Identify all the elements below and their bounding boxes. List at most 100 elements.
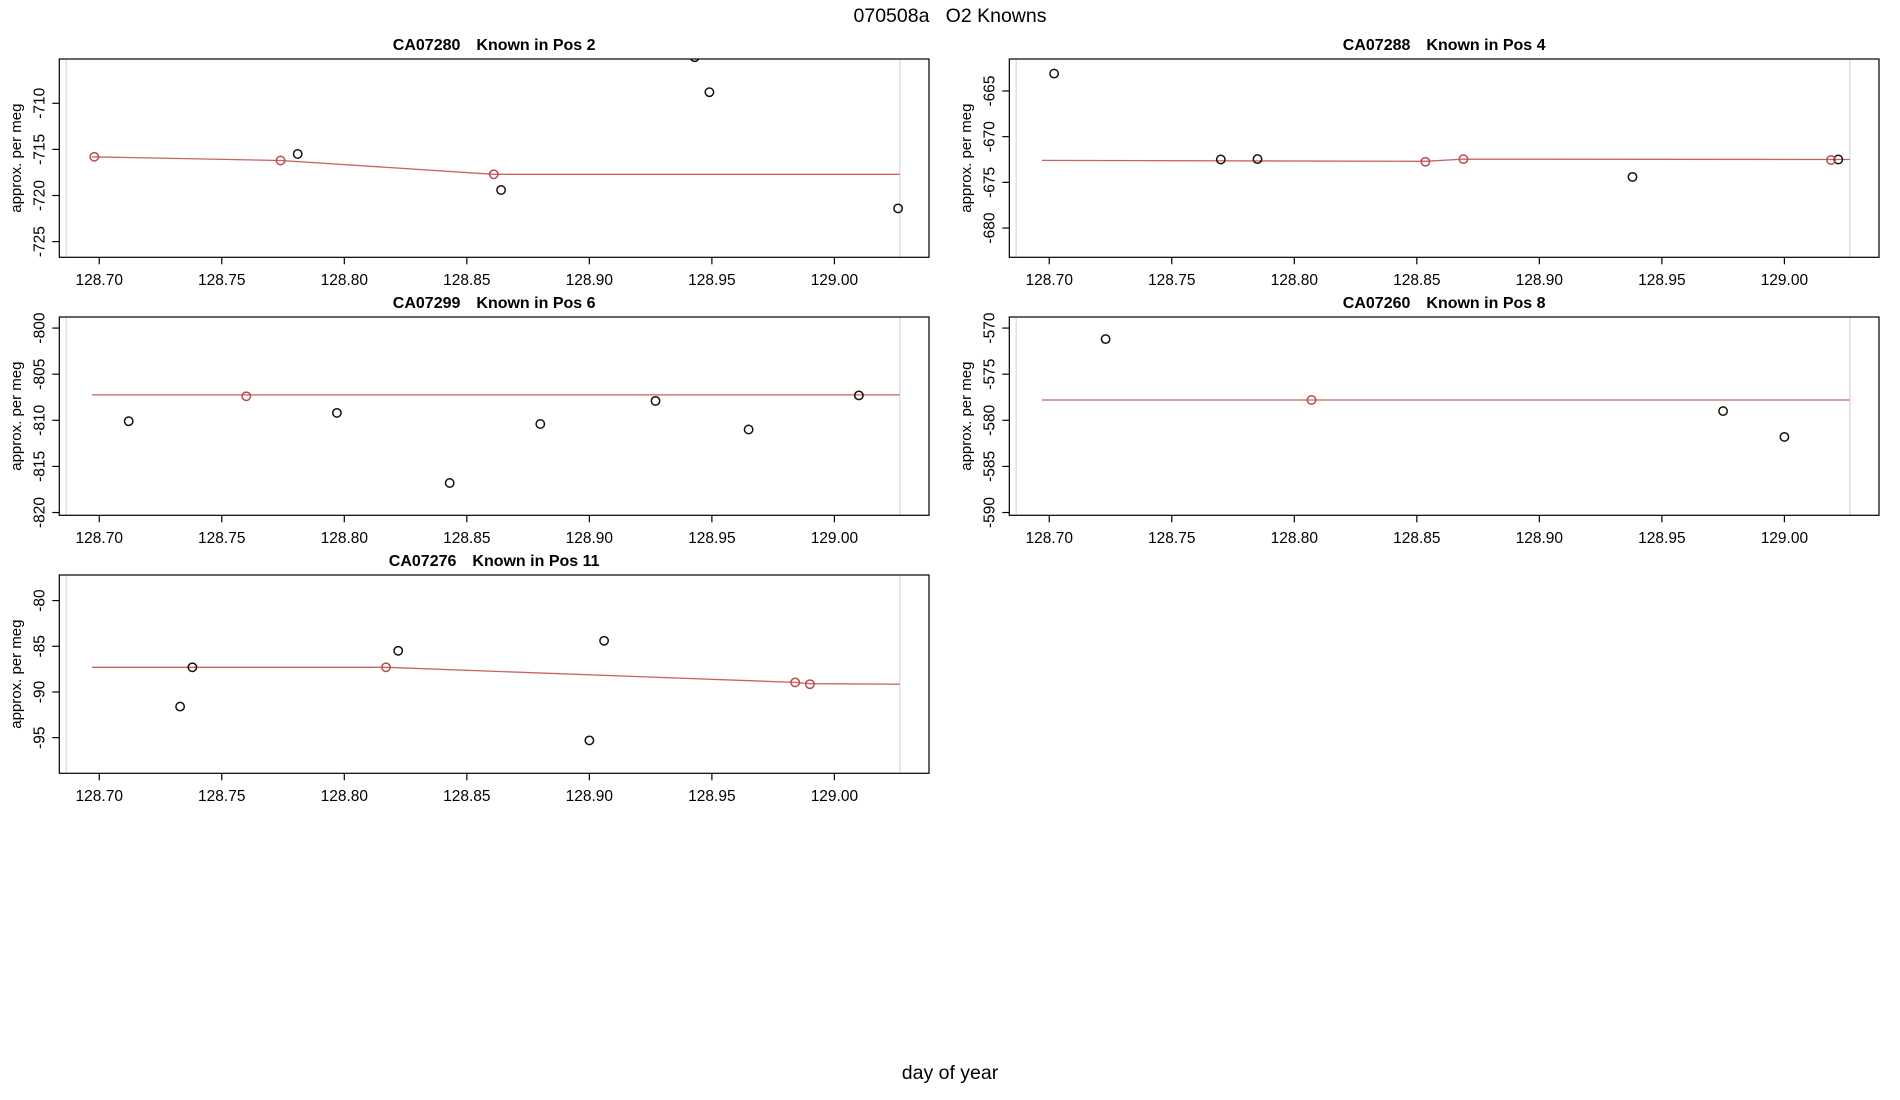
x-tick-label: 128.70 [1026, 272, 1074, 289]
x-tick-label: 128.70 [76, 788, 124, 805]
y-tick-label: -675 [981, 167, 998, 198]
plot-content [1041, 68, 1850, 182]
fit-line [1041, 158, 1850, 162]
y-tick-label: -670 [981, 121, 998, 152]
x-tick-label: 128.85 [1393, 530, 1440, 547]
y-tick-label: -710 [31, 87, 48, 118]
y-tick-label: -90 [31, 680, 48, 703]
panel-title: CA07260 Known in Pos 8 [1343, 295, 1546, 312]
data-point-known [1100, 334, 1111, 345]
data-point-known [187, 662, 198, 673]
data-point-known [650, 395, 661, 406]
panel-ca07299: 128.70 128.75 128.80 128.85 128.90 128.95 129.… [0, 258, 950, 568]
x-tick-label: 129.00 [811, 530, 859, 547]
panel-title: CA07288 Known in Pos 4 [1343, 37, 1546, 54]
x-tick-label: 128.75 [198, 272, 245, 289]
data-point-known [599, 635, 610, 646]
panel-ca07288: 128.70 128.75 128.80 128.85 128.90 128.95 129.… [950, 0, 1900, 310]
x-tick-label: 128.80 [1271, 530, 1319, 547]
fit-line [91, 666, 900, 685]
x-tick-label: 128.80 [321, 788, 369, 805]
panel-y-axis-title: approx. per meg [958, 362, 975, 471]
y-tick-label: -585 [981, 451, 998, 482]
data-point-fit [1420, 156, 1431, 167]
data-point-fit [89, 151, 100, 162]
x-tick-label: 128.95 [1638, 530, 1685, 547]
data-point-known [690, 59, 700, 63]
panel-title: CA07280 Known in Pos 2 [393, 37, 596, 54]
plot-content [89, 59, 904, 214]
figure-title: 070508a O2 Knowns [853, 5, 1047, 27]
plot-ca07288: 128.70 128.75 128.80 128.85 128.90 128.95 129.… [958, 37, 1880, 289]
x-tick-label: 128.90 [566, 272, 614, 289]
panel-y-axis-title: approx. per meg [958, 104, 975, 213]
data-point-known [1779, 431, 1790, 442]
data-point-fit [1826, 155, 1836, 165]
data-point-known [535, 419, 546, 429]
data-point-known [584, 735, 595, 746]
plot-ca07299: 128.70 128.75 128.80 128.85 128.90 128.95 129.… [8, 295, 930, 547]
data-point-known [292, 149, 303, 159]
data-point-known [496, 185, 507, 195]
x-tick-label: 128.95 [1638, 272, 1685, 289]
x-tick-label: 129.00 [811, 272, 859, 289]
data-point-fit [1306, 395, 1317, 405]
y-tick-label: -575 [981, 359, 998, 390]
data-point-fit [790, 677, 801, 688]
plot-box [1008, 316, 1880, 516]
panel-y-axis-title: approx. per meg [8, 104, 25, 213]
data-point-known [893, 203, 904, 214]
plot-box [1008, 58, 1880, 258]
x-tick-label: 128.95 [688, 530, 735, 547]
x-tick-label: 128.75 [1148, 272, 1195, 289]
panel-y-axis-title: approx. per meg [8, 620, 25, 729]
x-tick-label: 128.75 [1148, 530, 1195, 547]
fit-line [91, 156, 900, 175]
panel-title: CA07299 Known in Pos 6 [393, 295, 596, 312]
x-tick-label: 128.90 [1516, 530, 1564, 547]
y-tick-label: -720 [31, 180, 48, 211]
panel-title: CA07276 Known in Pos 11 [389, 553, 600, 570]
data-point-fit [275, 155, 286, 166]
plot-ca07260: 128.70 128.75 128.80 128.85 128.90 128.95 129.… [958, 295, 1880, 547]
x-tick-label: 128.70 [76, 530, 124, 547]
data-point-known [444, 478, 455, 488]
plot-box [58, 58, 930, 258]
data-point-known [853, 390, 864, 401]
x-tick-label: 128.80 [321, 272, 369, 289]
y-tick-label: -665 [981, 75, 998, 106]
x-tick-label: 128.90 [566, 530, 614, 547]
plot-ca07276: 128.70 128.75 128.80 128.85 128.90 128.95 129.… [8, 553, 930, 805]
data-point-fit [241, 391, 252, 402]
plot-content [1041, 334, 1850, 442]
data-point-known [704, 87, 715, 98]
x-tick-label: 129.00 [1761, 530, 1809, 547]
x-tick-label: 128.70 [1026, 530, 1074, 547]
y-tick-label: -590 [981, 497, 998, 528]
plot-box [58, 316, 930, 516]
x-tick-label: 128.80 [321, 530, 369, 547]
panel-y-axis-title: approx. per meg [8, 362, 25, 471]
x-tick-label: 128.85 [443, 272, 490, 289]
data-point-known [175, 701, 186, 712]
x-tick-label: 128.95 [688, 272, 735, 289]
y-tick-label: -715 [31, 134, 48, 165]
x-axis-label: day of year [901, 1062, 999, 1084]
x-tick-label: 129.00 [811, 788, 859, 805]
y-tick-label: -680 [981, 212, 998, 243]
x-tick-label: 129.00 [1761, 272, 1809, 289]
x-tick-label: 128.95 [688, 788, 735, 805]
x-tick-label: 128.75 [198, 788, 245, 805]
x-tick-label: 128.80 [1271, 272, 1319, 289]
y-tick-label: -820 [31, 497, 48, 528]
data-point-known [393, 645, 404, 656]
y-tick-label: -725 [31, 226, 48, 257]
plot-content [91, 635, 900, 746]
x-tick-label: 128.90 [1516, 272, 1564, 289]
panel-ca07276: 128.70 128.75 128.80 128.85 128.90 128.95 129.… [0, 516, 950, 826]
data-point-fit [804, 679, 815, 690]
x-tick-label: 128.85 [443, 530, 490, 547]
data-point-known [331, 407, 342, 418]
x-tick-label: 128.90 [566, 788, 614, 805]
y-tick-label: -815 [31, 451, 48, 482]
